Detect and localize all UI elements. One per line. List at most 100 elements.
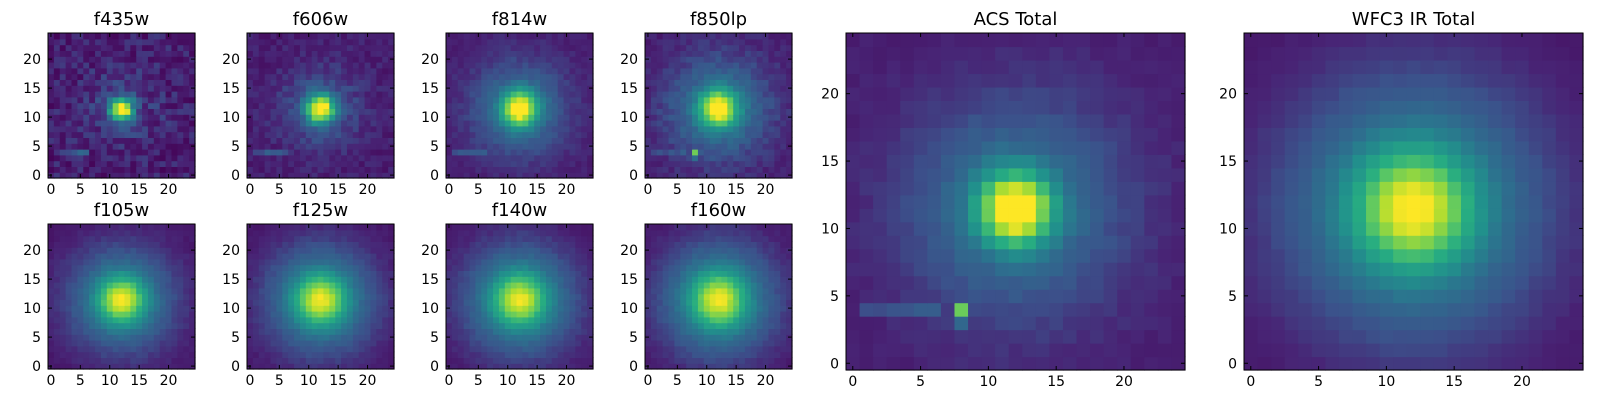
heatmap-cell (106, 305, 114, 312)
heatmap-cell (270, 224, 277, 231)
heatmap-cell (142, 79, 149, 86)
heatmap-cell (680, 328, 687, 335)
heatmap-cell (463, 334, 471, 341)
heatmap-cell (159, 73, 167, 80)
heatmap-cell (258, 44, 266, 51)
heatmap-cell (668, 44, 675, 51)
heatmap-cell (83, 357, 90, 364)
heatmap-cell (475, 258, 482, 266)
heatmap-cell (329, 85, 336, 92)
heatmap-cell (89, 149, 96, 156)
heatmap-cell (656, 287, 664, 295)
heatmap-cell (112, 38, 120, 46)
heatmap-cell (457, 293, 465, 300)
heatmap-cell (545, 247, 553, 254)
heatmap-cell (516, 137, 524, 144)
heatmap-cell (124, 340, 131, 347)
heatmap-cell (469, 149, 476, 156)
heatmap-cell (112, 276, 120, 283)
heatmap-cell (305, 73, 313, 80)
heatmap-cell (662, 299, 670, 306)
heatmap-cell (142, 345, 149, 353)
heatmap-cell (317, 328, 325, 335)
heatmap-cell (276, 340, 283, 347)
heatmap-cell (65, 120, 73, 127)
heatmap-cell (370, 270, 377, 277)
heatmap-cell (504, 316, 512, 324)
heatmap-cell (692, 120, 699, 127)
heatmap-cell (71, 299, 78, 306)
heatmap-cell (504, 253, 512, 260)
heatmap-cell (780, 334, 787, 341)
heatmap-cell (335, 137, 342, 144)
heatmap-cell (463, 154, 471, 162)
heatmap-cell (247, 38, 254, 46)
heatmap-cell (481, 340, 488, 347)
heatmap-cell (504, 120, 512, 127)
heatmap-cell (739, 282, 746, 289)
heatmap-cell (83, 154, 90, 162)
heatmap-cell (341, 293, 348, 300)
heatmap-cell (388, 224, 395, 231)
heatmap-cell (587, 322, 594, 329)
heatmap-cell (774, 340, 781, 347)
heatmap-cell (721, 96, 728, 104)
heatmap-cell (48, 229, 55, 237)
heatmap-cell (352, 351, 360, 358)
heatmap-cell (370, 334, 377, 341)
heatmap-cell (124, 102, 131, 109)
heatmap-cell (100, 247, 108, 254)
heatmap-cell (382, 154, 389, 162)
heatmap-cell (697, 172, 705, 179)
heatmap-cell (346, 276, 354, 283)
heatmap-cell (534, 311, 541, 318)
heatmap-cell (83, 56, 90, 63)
heatmap-cell (534, 316, 541, 324)
heatmap-cell (451, 351, 459, 358)
heatmap-cell (264, 33, 272, 40)
heatmap-cell (709, 120, 717, 127)
heatmap-cell (89, 229, 96, 237)
heatmap-cell (171, 328, 178, 335)
heatmap-cell (756, 293, 764, 300)
heatmap-cell (358, 120, 366, 127)
heatmap-cell (727, 96, 734, 104)
heatmap-cell (89, 108, 96, 115)
heatmap-cell (311, 33, 319, 40)
heatmap-cell (153, 67, 161, 75)
heatmap-cell (656, 363, 664, 370)
heatmap-cell (89, 357, 96, 364)
heatmap-cell (358, 357, 366, 364)
heatmap-cell (147, 125, 155, 133)
heatmap-cell (177, 125, 184, 133)
heatmap-cell (457, 62, 465, 69)
heatmap-cell (171, 172, 178, 179)
heatmap-cell (569, 322, 576, 329)
heatmap-cell (159, 270, 167, 277)
heatmap-cell (715, 114, 723, 121)
heatmap-cell (159, 125, 167, 133)
heatmap-cell (282, 102, 289, 109)
heatmap-cell (650, 311, 658, 318)
heatmap-cell (71, 264, 78, 271)
heatmap-cell (668, 102, 675, 109)
heatmap-cell (276, 108, 283, 115)
heatmap-cell (551, 229, 559, 237)
heatmap-cell (53, 270, 61, 277)
heatmap-cell (382, 357, 389, 364)
heatmap-cell (786, 79, 793, 86)
heatmap-cell (335, 91, 342, 98)
heatmap-cell (311, 264, 319, 271)
heatmap-cell (587, 311, 594, 318)
heatmap-cell (252, 322, 260, 329)
heatmap-cell (457, 125, 465, 133)
heatmap-cell (294, 166, 301, 173)
heatmap-cell (662, 38, 670, 46)
heatmap-cell (510, 264, 518, 271)
heatmap-cell (540, 311, 547, 318)
heatmap-cell (311, 287, 319, 295)
heatmap-cell (252, 56, 260, 63)
heatmap-cell (481, 33, 488, 40)
heatmap-cell (733, 38, 740, 46)
